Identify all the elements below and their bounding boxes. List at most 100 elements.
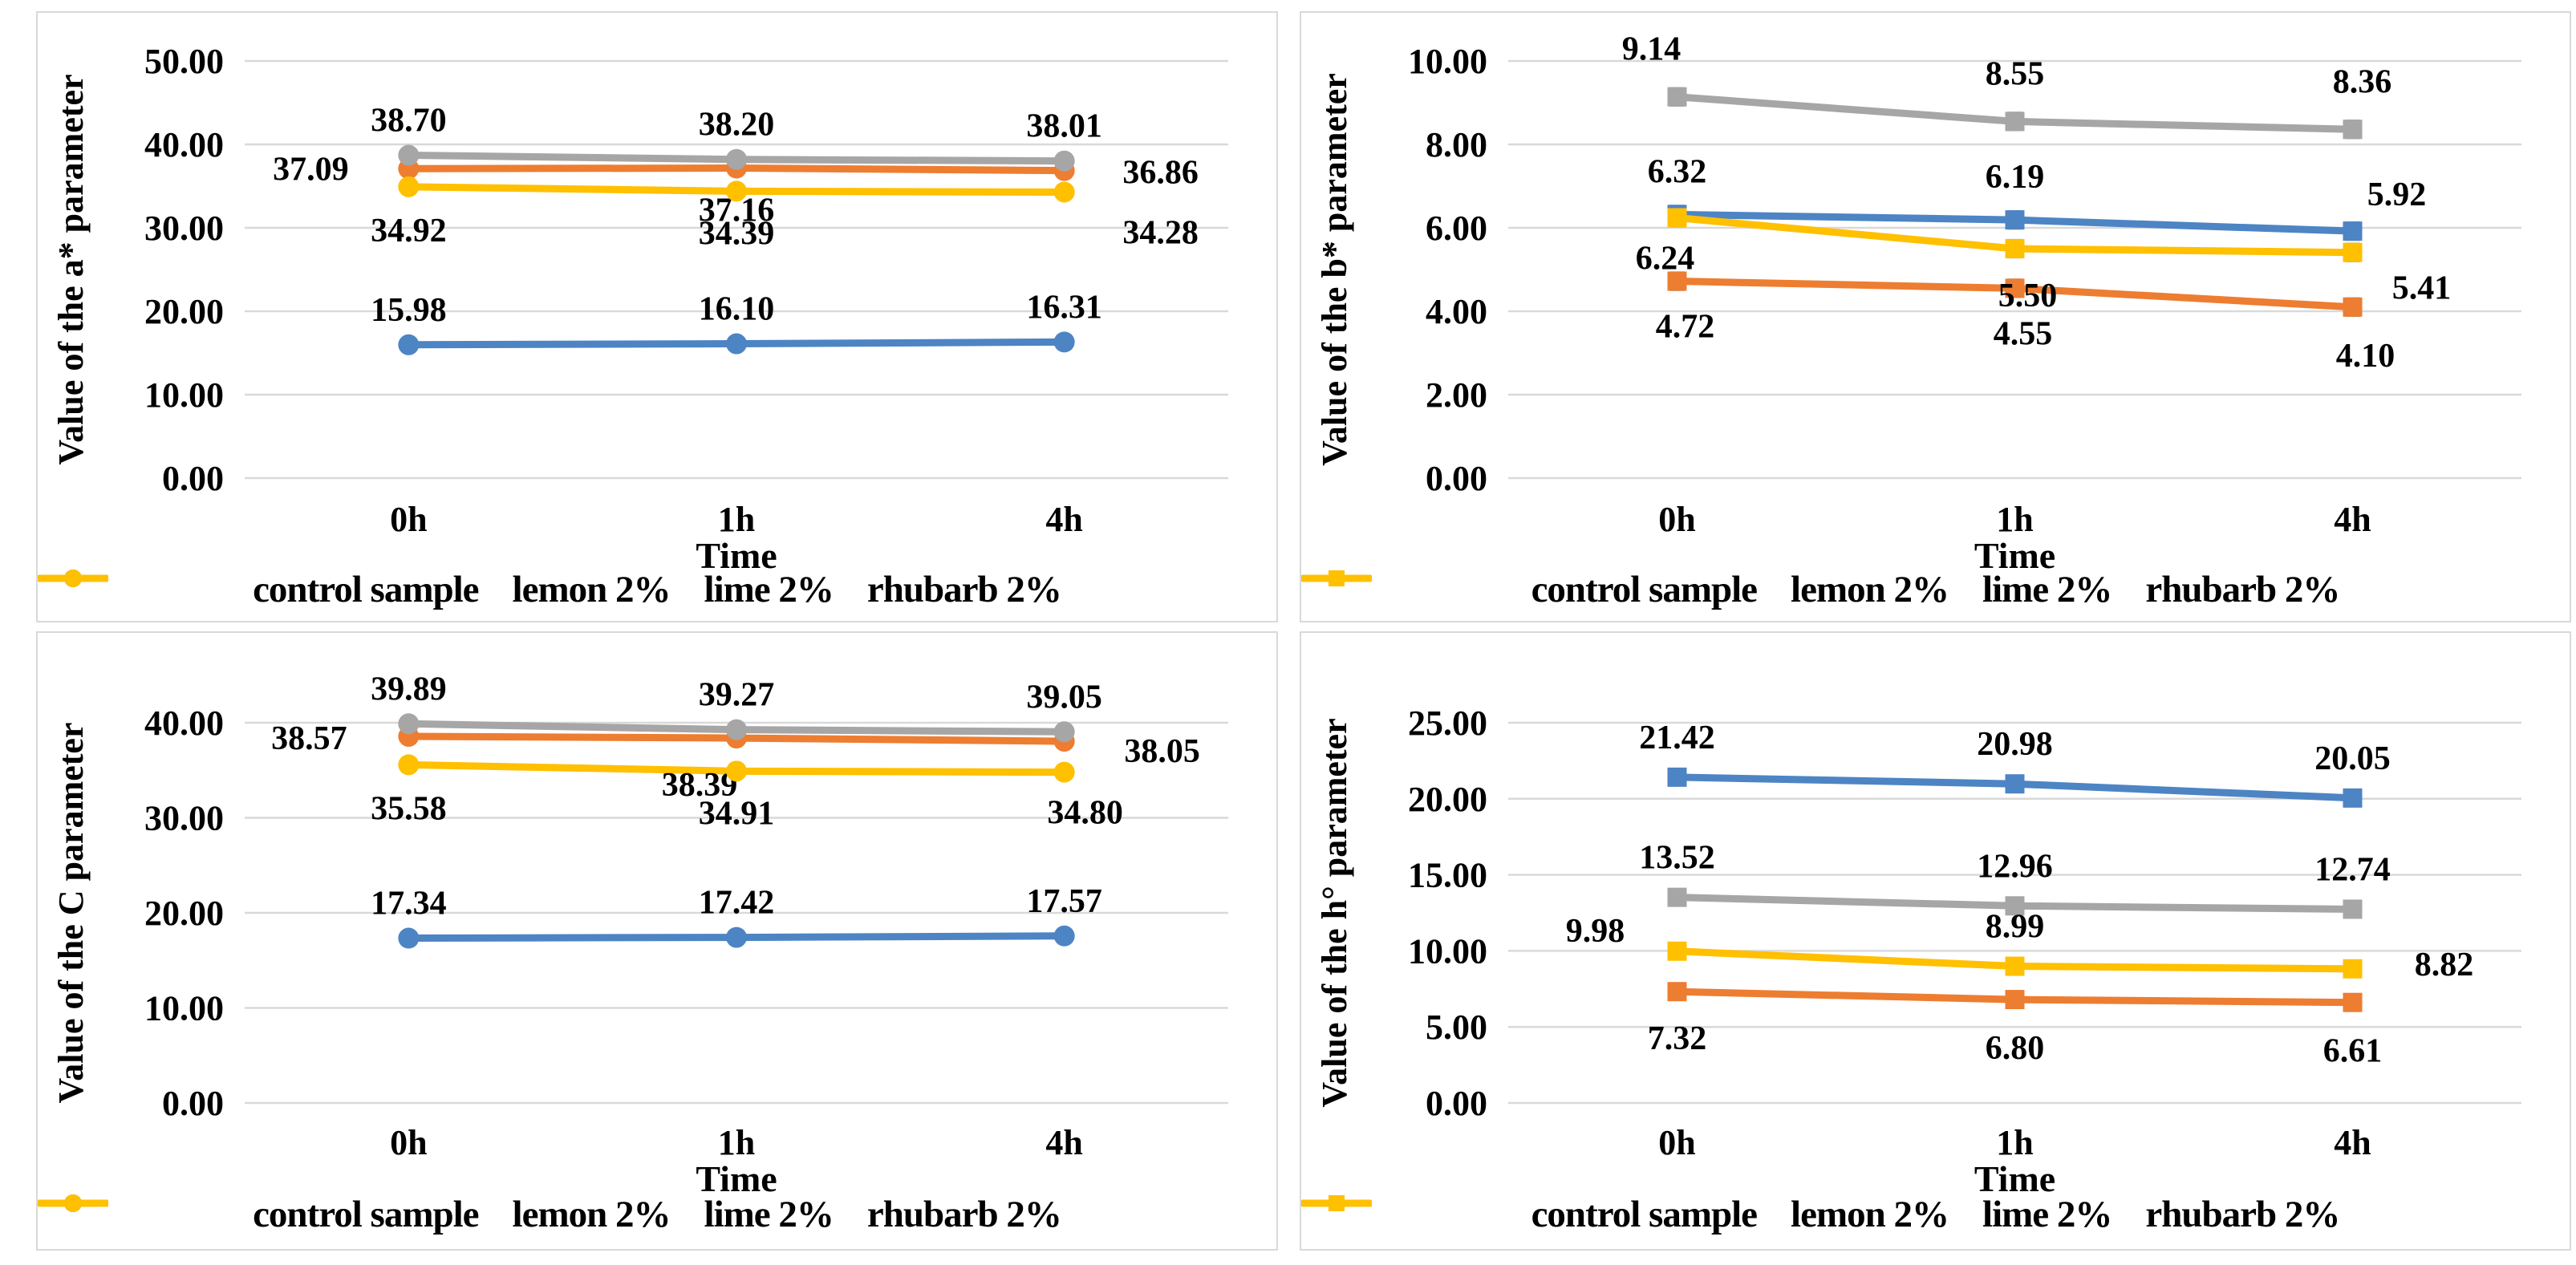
data-label: 6.24 <box>1636 241 1695 278</box>
data-label: 38.39 <box>662 767 738 804</box>
data-label: 8.55 <box>1986 55 2045 92</box>
y-axis-title: Value of the h° parameter <box>1315 718 1354 1107</box>
y-axis-title: Value of the b* parameter <box>1315 73 1354 466</box>
legend-label: lemon 2% <box>512 569 671 610</box>
x-axis-tick-label: 0h <box>1658 1123 1695 1162</box>
y-axis-tick-label: 25.00 <box>1408 703 1487 743</box>
y-axis-tick-label: 20.00 <box>144 292 224 331</box>
y-axis-tick-label: 20.00 <box>144 894 224 933</box>
y-axis-tick-label: 4.00 <box>1426 292 1487 331</box>
data-label: 35.58 <box>371 790 447 827</box>
data-point-marker-rhubarb <box>2343 959 2363 979</box>
y-axis-tick-label: 6.00 <box>1426 209 1487 248</box>
x-axis-tick-label: 0h <box>390 1123 427 1162</box>
data-point-marker-lime <box>726 148 747 170</box>
data-point-marker-rhubarb <box>2005 239 2025 258</box>
data-point-marker-rhubarb <box>726 760 747 782</box>
data-label: 5.41 <box>2392 270 2452 307</box>
data-label: 39.05 <box>1026 679 1102 716</box>
y-axis-tick-label: 10.00 <box>144 989 224 1028</box>
chart-canvas: 0.00 5.00 10.00 15.00 20.00 25.00 Value of the… <box>1315 703 2521 1199</box>
legend-item-lime: lime 2% <box>38 568 834 611</box>
legend-marker-icon <box>38 1194 108 1212</box>
y-axis-tick-label: 0.00 <box>162 1084 224 1123</box>
data-point-marker-rhubarb <box>1667 941 1687 961</box>
legend-item-lemon: lemon 2% <box>1301 568 1949 611</box>
legend-label: rhubarb 2% <box>2145 1194 2340 1235</box>
data-label: 13.52 <box>1639 840 1715 877</box>
data-label: 16.31 <box>1026 289 1102 326</box>
data-label: 38.57 <box>271 720 347 757</box>
legend-marker-icon <box>1301 1195 1372 1211</box>
data-point-marker-lemon <box>1667 982 1687 1002</box>
data-label: 12.74 <box>2314 851 2391 888</box>
legend-item-lime: lime 2% <box>38 1193 834 1236</box>
legend-label: lime 2% <box>1982 569 2112 610</box>
legend-label: lemon 2% <box>512 1194 671 1235</box>
data-label: 8.82 <box>2415 947 2474 983</box>
x-axis-title: Time <box>1974 1158 2055 1199</box>
legend-item-lemon: lemon 2% <box>38 568 671 611</box>
y-axis-title: Value of the a* parameter <box>51 74 91 464</box>
legend-label: rhubarb 2% <box>866 1194 1062 1235</box>
data-point-marker-lime <box>726 719 747 740</box>
x-axis-title: Time <box>696 1158 777 1199</box>
y-axis-title: Value of the C parameter <box>51 723 91 1104</box>
legend-marker-icon <box>38 570 108 587</box>
data-label: 39.27 <box>699 677 775 714</box>
data-label: 38.70 <box>371 103 447 140</box>
legend-label: rhubarb 2% <box>866 569 1062 610</box>
legend-item-rhubarb: rhubarb 2% <box>38 568 1062 611</box>
data-label: 34.92 <box>371 213 447 249</box>
data-label: 21.42 <box>1639 720 1715 756</box>
chart-legend: control sample lemon 2% lime 2% rhubarb 2% <box>38 1191 1276 1238</box>
data-point-marker-lime <box>2343 120 2363 140</box>
y-axis-tick-label: 10.00 <box>1408 42 1487 81</box>
y-axis-tick-label: 20.00 <box>1408 780 1487 819</box>
x-axis-tick-label: 4h <box>2334 1123 2371 1162</box>
data-point-marker-lemon <box>2343 992 2363 1012</box>
data-label: 38.20 <box>699 107 775 144</box>
legend-marker-icon <box>1301 570 1372 586</box>
legend-item-lime: lime 2% <box>1301 568 2112 611</box>
chart-legend: control sample lemon 2% lime 2% rhubarb 2% <box>38 566 1276 613</box>
data-label: 7.32 <box>1648 1020 1707 1057</box>
data-point-marker-lime <box>398 144 420 166</box>
chart-legend: control sample lemon 2% lime 2% rhubarb 2% <box>1301 566 2570 613</box>
data-point-marker-control <box>1667 767 1687 787</box>
data-point-marker-lemon <box>2005 990 2025 1010</box>
legend-item-rhubarb: rhubarb 2% <box>38 1193 1062 1236</box>
data-label: 6.61 <box>2323 1033 2383 1070</box>
data-point-marker-control <box>2005 210 2025 230</box>
x-axis-title: Time <box>696 535 777 576</box>
y-axis-tick-label: 40.00 <box>144 125 224 164</box>
chart-canvas: 0.00 10.00 20.00 30.00 40.00 Value of the C p… <box>51 671 1228 1199</box>
legend-label: lime 2% <box>704 1194 834 1235</box>
x-axis-tick-label: 4h <box>1045 1123 1082 1162</box>
data-label: 16.10 <box>699 291 775 328</box>
data-label: 6.19 <box>1986 159 2045 196</box>
legend-item-rhubarb: rhubarb 2% <box>1301 1193 2340 1236</box>
data-point-marker-control <box>2343 221 2363 241</box>
data-label: 4.72 <box>1656 309 1715 346</box>
legend-label: lime 2% <box>704 569 834 610</box>
y-axis-tick-label: 40.00 <box>144 703 224 743</box>
legend-item-lime: lime 2% <box>1301 1193 2112 1236</box>
legend-item-control: control sample <box>38 1193 480 1236</box>
data-label: 34.28 <box>1122 214 1199 251</box>
data-label: 17.57 <box>1026 883 1102 920</box>
chart-panel-h-degree-parameter: 0.00 5.00 10.00 15.00 20.00 25.00 Value of the… <box>1300 631 2571 1251</box>
data-point-marker-rhubarb <box>398 176 420 197</box>
data-point-marker-lime <box>398 713 420 735</box>
data-label: 38.05 <box>1124 733 1200 770</box>
data-label: 17.42 <box>699 885 775 922</box>
data-point-marker-lemon <box>2343 297 2363 317</box>
y-axis-tick-label: 0.00 <box>1426 1084 1487 1123</box>
chart-panel-a-star-parameter: 0.00 10.00 20.00 30.00 40.00 50.00 Value of th… <box>36 11 1278 622</box>
y-axis-tick-label: 10.00 <box>1408 931 1487 971</box>
legend-label: lime 2% <box>1982 1194 2112 1235</box>
data-point-marker-lime <box>2343 899 2363 919</box>
x-axis-title: Time <box>1974 535 2055 576</box>
data-label: 8.99 <box>1986 909 2045 946</box>
data-point-marker-lime <box>1667 887 1687 907</box>
